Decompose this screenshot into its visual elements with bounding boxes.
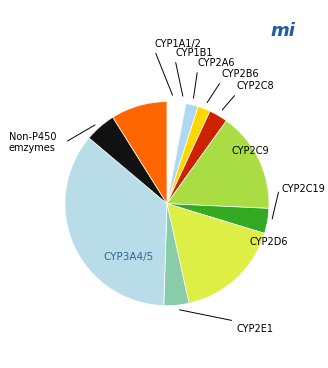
Wedge shape — [167, 204, 265, 303]
Wedge shape — [167, 111, 226, 204]
Text: CYP1B1: CYP1B1 — [175, 48, 213, 58]
Text: CYP2B6: CYP2B6 — [221, 69, 259, 79]
Wedge shape — [164, 204, 189, 306]
Wedge shape — [167, 204, 269, 233]
Wedge shape — [167, 103, 198, 204]
Text: CYP2D6: CYP2D6 — [250, 237, 288, 247]
Text: CYP3A4/5: CYP3A4/5 — [103, 252, 153, 262]
Wedge shape — [167, 107, 210, 204]
Text: CYP2C9: CYP2C9 — [232, 146, 269, 156]
Text: mi: mi — [270, 22, 295, 40]
Text: CYP2E1: CYP2E1 — [236, 324, 273, 334]
Text: CYP2A6: CYP2A6 — [197, 58, 235, 68]
Text: CYP1A1/2: CYP1A1/2 — [155, 39, 202, 49]
Text: Non-P450
emzymes: Non-P450 emzymes — [9, 132, 56, 153]
Wedge shape — [65, 138, 167, 305]
Wedge shape — [113, 102, 167, 204]
Wedge shape — [167, 121, 269, 208]
Wedge shape — [167, 102, 186, 204]
Text: CYP2C8: CYP2C8 — [236, 81, 274, 92]
Wedge shape — [89, 117, 167, 204]
Text: CYP2C19: CYP2C19 — [281, 184, 325, 194]
Wedge shape — [167, 102, 180, 204]
